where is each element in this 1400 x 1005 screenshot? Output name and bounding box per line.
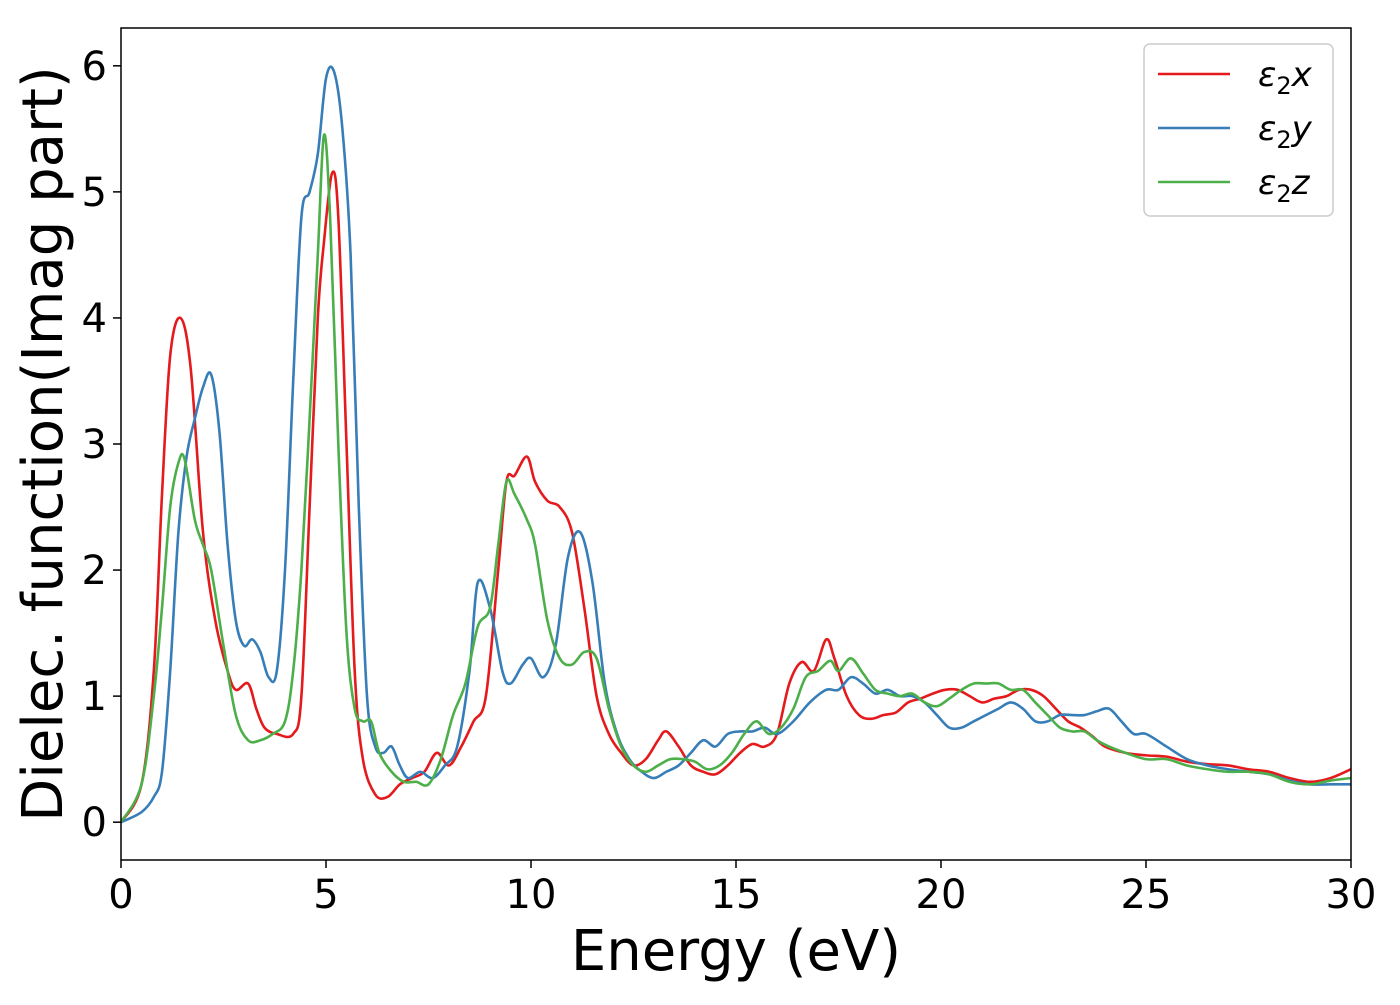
x-tick-label: 25	[1121, 872, 1172, 918]
legend-label-x: ε2x	[1258, 55, 1313, 100]
x-tick-label: 0	[108, 872, 133, 918]
x-tick-label: 15	[711, 872, 762, 918]
x-tick-label: 20	[916, 872, 967, 918]
x-tick-label: 5	[313, 872, 338, 918]
series-layer	[121, 65, 1351, 824]
y-tick-label: 2	[82, 548, 107, 594]
legend-box	[1143, 43, 1334, 217]
y-tick-label: 1	[82, 674, 107, 720]
x-tick-label: 30	[1326, 872, 1377, 918]
x-axis-label: Energy (eV)	[571, 919, 901, 984]
legend: ε2x ε2y ε2z	[1143, 43, 1334, 217]
y-tick-label: 0	[82, 800, 107, 846]
series-line-y	[121, 65, 1351, 824]
x-tick-label: 10	[506, 872, 557, 918]
y-tick-label: 6	[82, 44, 107, 90]
y-axis-label: Dielec. function(Imag part)	[11, 66, 76, 822]
legend-label-z: ε2z	[1258, 163, 1311, 208]
y-tick-label: 4	[82, 296, 107, 342]
series-line-z	[121, 133, 1351, 824]
legend-label-y: ε2y	[1258, 109, 1313, 154]
y-tick-label: 3	[82, 422, 107, 468]
series-line-x	[121, 170, 1351, 824]
y-tick-label: 5	[82, 170, 107, 216]
ticks-layer: 0 5 10 15 20 25 30 0 1 2 3 4 5 6	[82, 44, 1377, 918]
